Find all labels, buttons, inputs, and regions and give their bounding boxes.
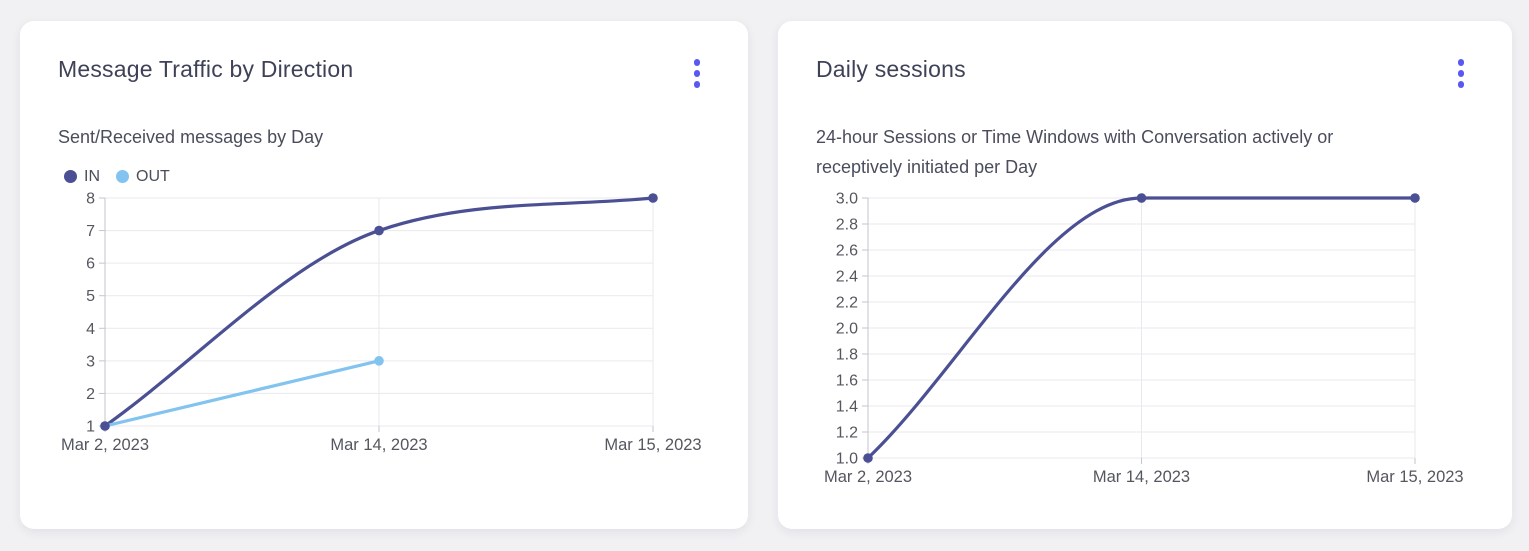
card-title-daily-sessions: Daily sessions [816,56,966,82]
kebab-dot [1457,70,1464,77]
svg-text:2.0: 2.0 [836,320,858,337]
svg-text:6: 6 [86,255,95,272]
svg-text:Mar 14, 2023: Mar 14, 2023 [1093,468,1190,486]
legend-item-in[interactable]: IN [64,168,100,186]
line-chart-message-traffic[interactable]: 1 2 3 4 5 6 7 8 Mar 2, 2023 Mar 14, 2023 Mar 15, 2… [58,188,712,460]
chart-legend: IN OUT [64,166,712,188]
kebab-menu-icon[interactable] [690,55,705,92]
kebab-dot [693,81,700,88]
legend-dot-out [116,170,129,183]
card-daily-sessions: Daily sessions 24-hour Sessions or Time … [778,21,1512,529]
svg-text:3.0: 3.0 [836,190,858,207]
legend-dot-in [64,170,77,183]
svg-text:2.6: 2.6 [836,242,858,259]
legend-label-out: OUT [136,167,170,185]
card-subtitle-daily-sessions: 24-hour Sessions or Time Windows with Co… [816,126,1334,177]
kebab-dot [1457,59,1464,66]
svg-text:8: 8 [86,190,95,207]
kebab-dot [693,70,700,77]
card-header: Message Traffic by Direction [58,54,712,92]
svg-text:1.8: 1.8 [836,346,858,363]
legend-label-in: IN [84,167,100,185]
svg-text:2.8: 2.8 [836,216,858,233]
svg-text:2.4: 2.4 [836,268,858,285]
card-header: Daily sessions [816,54,1476,92]
svg-text:1.4: 1.4 [836,398,858,415]
svg-text:1.0: 1.0 [836,450,858,467]
card-title-message-traffic: Message Traffic by Direction [58,56,354,82]
card-subtitle-message-traffic: Sent/Received messages by Day [58,126,324,147]
svg-text:1.6: 1.6 [836,372,858,389]
svg-text:2: 2 [86,385,95,402]
svg-text:Mar 2, 2023: Mar 2, 2023 [824,468,912,486]
svg-text:1.2: 1.2 [836,424,858,441]
svg-text:3: 3 [86,353,95,370]
kebab-dot [693,59,700,66]
svg-text:Mar 14, 2023: Mar 14, 2023 [330,436,427,454]
svg-text:1: 1 [86,418,95,435]
card-message-traffic: Message Traffic by Direction Sent/Receiv… [20,21,748,529]
kebab-menu-icon[interactable] [1454,55,1469,92]
kebab-dot [1457,81,1464,88]
svg-text:7: 7 [86,223,95,240]
legend-item-out[interactable]: OUT [116,168,170,186]
svg-text:Mar 15, 2023: Mar 15, 2023 [1366,468,1463,486]
svg-text:Mar 2, 2023: Mar 2, 2023 [61,436,149,454]
line-chart-daily-sessions[interactable]: 1.0 1.2 1.4 1.6 1.8 2.0 2.2 2.4 2.6 2.8 3.0 Mar 2, … [816,188,1476,490]
svg-text:2.2: 2.2 [836,294,858,311]
svg-text:4: 4 [86,320,95,337]
svg-text:5: 5 [86,288,95,305]
svg-text:Mar 15, 2023: Mar 15, 2023 [604,436,701,454]
